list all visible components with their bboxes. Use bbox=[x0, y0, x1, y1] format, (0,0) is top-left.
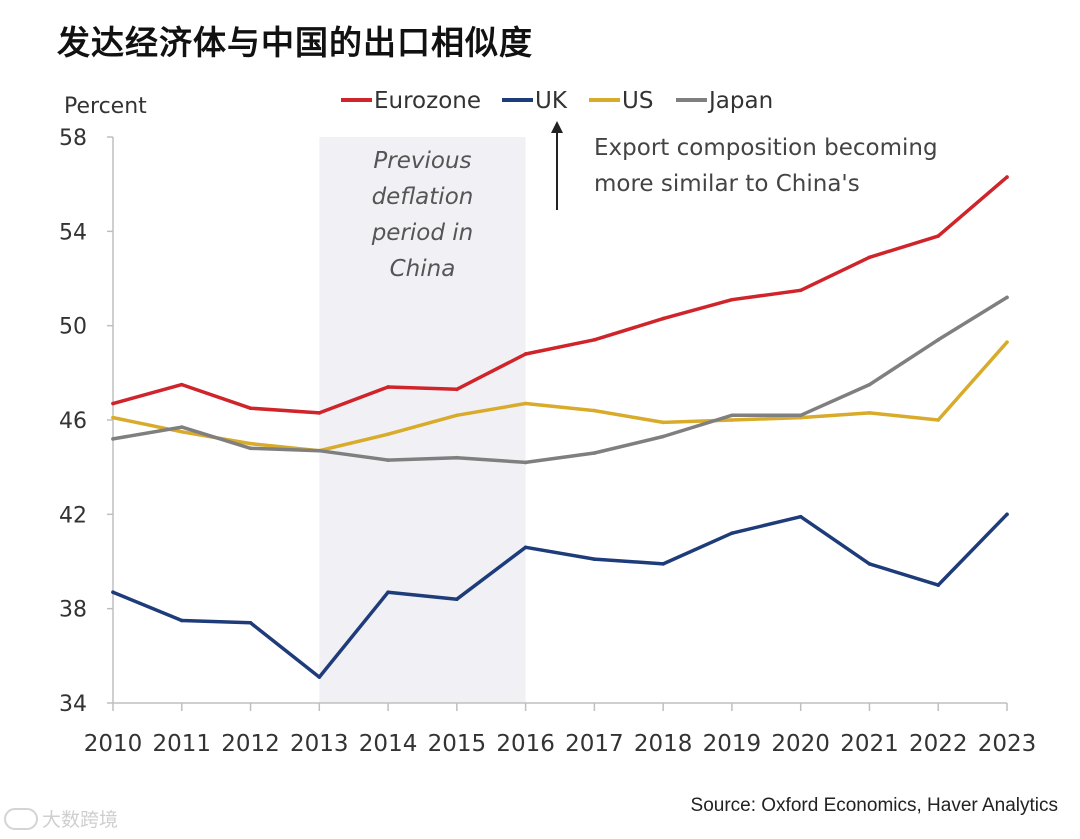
source-note: Source: Oxford Economics, Haver Analytic… bbox=[690, 795, 1058, 816]
data-point-us bbox=[1005, 340, 1009, 344]
data-point-japan bbox=[867, 382, 872, 387]
series-line-japan bbox=[111, 295, 1009, 465]
data-point-us bbox=[936, 418, 941, 422]
legend-label-us: US bbox=[622, 88, 653, 114]
watermark-logo-icon bbox=[4, 807, 38, 830]
data-point-japan bbox=[936, 338, 941, 342]
data-point-eurozone bbox=[386, 385, 390, 389]
data-point-us bbox=[248, 441, 253, 446]
x-tick-label: 2019 bbox=[703, 731, 762, 757]
chart-title: 发达经济体与中国的出口相似度 bbox=[57, 23, 533, 62]
x-tick-label: 2022 bbox=[909, 731, 968, 757]
shaded-region bbox=[319, 137, 526, 703]
data-point-us bbox=[179, 429, 184, 434]
x-tick-label: 2011 bbox=[152, 731, 211, 757]
data-point-uk bbox=[111, 590, 115, 594]
data-point-uk bbox=[867, 562, 872, 566]
shaded-region-label: period in bbox=[371, 220, 474, 246]
data-point-uk bbox=[386, 590, 390, 594]
x-tick-label: 2013 bbox=[290, 731, 349, 757]
data-point-us bbox=[661, 420, 665, 425]
data-point-eurozone bbox=[179, 382, 184, 387]
shaded-region-label: deflation bbox=[372, 184, 474, 210]
x-tick-label: 2012 bbox=[221, 731, 280, 757]
data-point-japan bbox=[730, 413, 734, 418]
x-tick-label: 2020 bbox=[771, 731, 830, 757]
data-point-uk bbox=[179, 618, 184, 623]
data-point-japan bbox=[661, 434, 665, 439]
annotation-text: more similar to China's bbox=[594, 171, 860, 197]
data-point-uk bbox=[523, 545, 528, 550]
data-point-japan bbox=[592, 451, 597, 455]
data-point-uk bbox=[317, 675, 322, 679]
data-point-uk bbox=[248, 621, 253, 625]
y-tick-label: 58 bbox=[59, 126, 87, 151]
data-point-eurozone bbox=[867, 255, 872, 260]
legend-label-uk: UK bbox=[535, 88, 568, 114]
series-line-eurozone bbox=[111, 175, 1009, 415]
data-point-us bbox=[386, 432, 390, 436]
series-line-us bbox=[111, 340, 1009, 453]
data-point-eurozone bbox=[592, 338, 597, 342]
x-tick-label: 2014 bbox=[359, 731, 418, 757]
x-tick-label: 2021 bbox=[840, 731, 899, 757]
data-point-us bbox=[867, 411, 872, 415]
y-tick-label: 54 bbox=[59, 220, 87, 245]
shaded-region-label: Previous bbox=[373, 148, 471, 174]
data-point-japan bbox=[248, 446, 253, 451]
x-tick-label: 2015 bbox=[428, 731, 487, 757]
y-tick-label: 34 bbox=[59, 692, 87, 717]
x-tick-label: 2016 bbox=[496, 731, 555, 757]
x-tick-label: 2017 bbox=[565, 731, 624, 757]
data-point-japan bbox=[1005, 295, 1009, 300]
data-point-eurozone bbox=[1005, 175, 1009, 179]
data-point-japan bbox=[523, 460, 528, 465]
annotation-text: Export composition becoming bbox=[594, 135, 938, 161]
shaded-region-label: China bbox=[390, 256, 456, 282]
data-point-japan bbox=[317, 448, 322, 453]
data-point-uk bbox=[661, 562, 665, 566]
data-point-uk bbox=[592, 557, 597, 561]
data-point-eurozone bbox=[455, 387, 459, 392]
watermark: 大数跨境 bbox=[4, 805, 118, 832]
data-point-eurozone bbox=[730, 297, 734, 302]
data-point-eurozone bbox=[661, 316, 665, 321]
data-point-eurozone bbox=[317, 411, 322, 415]
legend-label-eurozone: Eurozone bbox=[374, 88, 481, 114]
y-tick-label: 46 bbox=[59, 409, 87, 434]
x-tick-label: 2023 bbox=[978, 731, 1037, 757]
data-point-eurozone bbox=[936, 234, 941, 238]
annotation-arrowhead bbox=[551, 121, 563, 133]
data-point-eurozone bbox=[111, 401, 115, 406]
y-axis-title: Percent bbox=[64, 94, 147, 119]
series-line-uk bbox=[111, 512, 1009, 679]
data-point-eurozone bbox=[523, 352, 528, 356]
data-point-japan bbox=[455, 455, 459, 460]
data-point-japan bbox=[179, 425, 184, 429]
data-point-japan bbox=[386, 458, 390, 462]
data-point-uk bbox=[1005, 512, 1009, 517]
x-tick-label: 2010 bbox=[84, 731, 143, 757]
y-tick-label: 50 bbox=[59, 315, 87, 340]
data-point-us bbox=[455, 413, 459, 418]
legend-label-japan: Japan bbox=[707, 88, 773, 114]
data-point-uk bbox=[936, 583, 941, 587]
data-point-japan bbox=[798, 413, 803, 418]
data-point-uk bbox=[455, 597, 459, 602]
watermark-text: 大数跨境 bbox=[42, 809, 119, 831]
x-tick-label: 2018 bbox=[634, 731, 693, 757]
data-point-us bbox=[111, 415, 115, 420]
data-point-eurozone bbox=[798, 288, 803, 293]
data-point-us bbox=[592, 408, 597, 413]
data-point-uk bbox=[730, 531, 734, 535]
y-tick-label: 42 bbox=[59, 503, 87, 528]
data-point-eurozone bbox=[248, 406, 253, 411]
data-point-japan bbox=[111, 437, 115, 441]
data-point-us bbox=[523, 401, 528, 406]
data-point-uk bbox=[798, 514, 803, 519]
data-point-us bbox=[730, 418, 734, 422]
y-tick-label: 38 bbox=[59, 598, 87, 623]
